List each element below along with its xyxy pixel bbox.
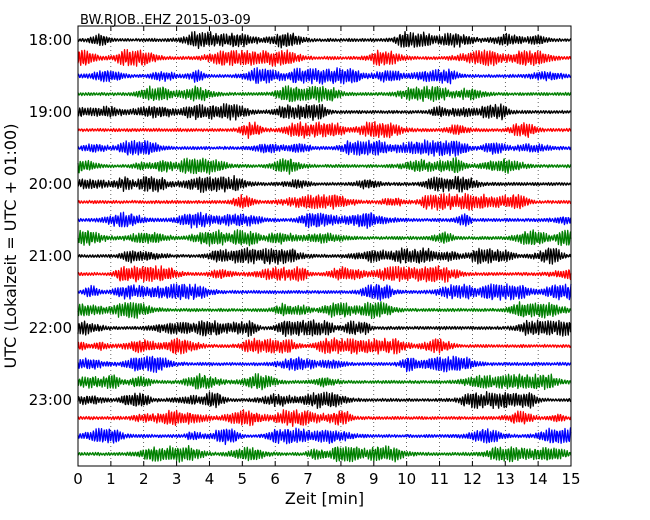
x-tick-label: 0 — [73, 470, 83, 488]
trace-line — [77, 67, 572, 85]
x-axis-ticks: 0 1 2 3 4 5 6 7 8 9 10 11 12 13 14 15 — [73, 26, 581, 488]
x-tick-label: 5 — [238, 470, 248, 488]
y-axis-label: UTC (Lokalzeit = UTC + 01:00) — [1, 124, 20, 369]
x-tick-label: 13 — [496, 470, 515, 488]
plot-frame — [77, 25, 572, 467]
trace-line — [77, 319, 572, 337]
trace-line — [77, 85, 572, 103]
x-tick-label: 10 — [397, 470, 416, 488]
x-tick-label: 4 — [205, 470, 215, 488]
trace-line — [77, 211, 572, 229]
trace-line — [77, 301, 572, 320]
x-tick-label: 9 — [369, 470, 379, 488]
trace-line — [77, 48, 572, 67]
y-tick-label: 20:00 — [29, 175, 72, 193]
chart-title: BW.RJOB..EHZ 2015-03-09 — [80, 13, 251, 28]
trace-line — [77, 391, 572, 410]
trace-line — [77, 103, 572, 122]
y-tick-label: 21:00 — [29, 247, 72, 265]
trace-line — [77, 229, 572, 247]
trace-line — [77, 283, 572, 302]
x-tick-label: 6 — [270, 470, 280, 488]
y-axis-ticks: 18:00 19:00 20:00 21:00 22:00 23:00 — [29, 31, 571, 409]
trace-line — [77, 121, 572, 139]
seismic-traces — [77, 30, 572, 463]
x-tick-label: 8 — [336, 470, 346, 488]
trace-line — [77, 175, 572, 193]
x-tick-label: 7 — [303, 470, 313, 488]
x-tick-label: 12 — [463, 470, 482, 488]
trace-line — [77, 337, 572, 355]
x-tick-label: 15 — [561, 470, 580, 488]
x-axis-label: Zeit [min] — [285, 489, 364, 508]
trace-line — [77, 409, 572, 427]
y-tick-label: 23:00 — [29, 391, 72, 409]
trace-line — [77, 247, 572, 265]
trace-line — [77, 192, 572, 211]
trace-line — [77, 427, 572, 446]
y-tick-label: 18:00 — [29, 31, 72, 49]
x-tick-label: 2 — [139, 470, 149, 488]
x-tick-label: 3 — [172, 470, 182, 488]
trace-line — [77, 265, 572, 283]
trace-line — [77, 373, 572, 391]
x-tick-label: 1 — [106, 470, 116, 488]
trace-line — [77, 30, 572, 50]
x-tick-label: 14 — [529, 470, 548, 488]
y-tick-label: 22:00 — [29, 319, 72, 337]
y-tick-label: 19:00 — [29, 103, 72, 121]
trace-line — [77, 139, 572, 157]
grid-lines — [110, 26, 539, 466]
trace-line — [77, 445, 572, 463]
trace-line — [77, 157, 572, 175]
x-tick-label: 11 — [430, 470, 449, 488]
trace-line — [77, 355, 572, 374]
